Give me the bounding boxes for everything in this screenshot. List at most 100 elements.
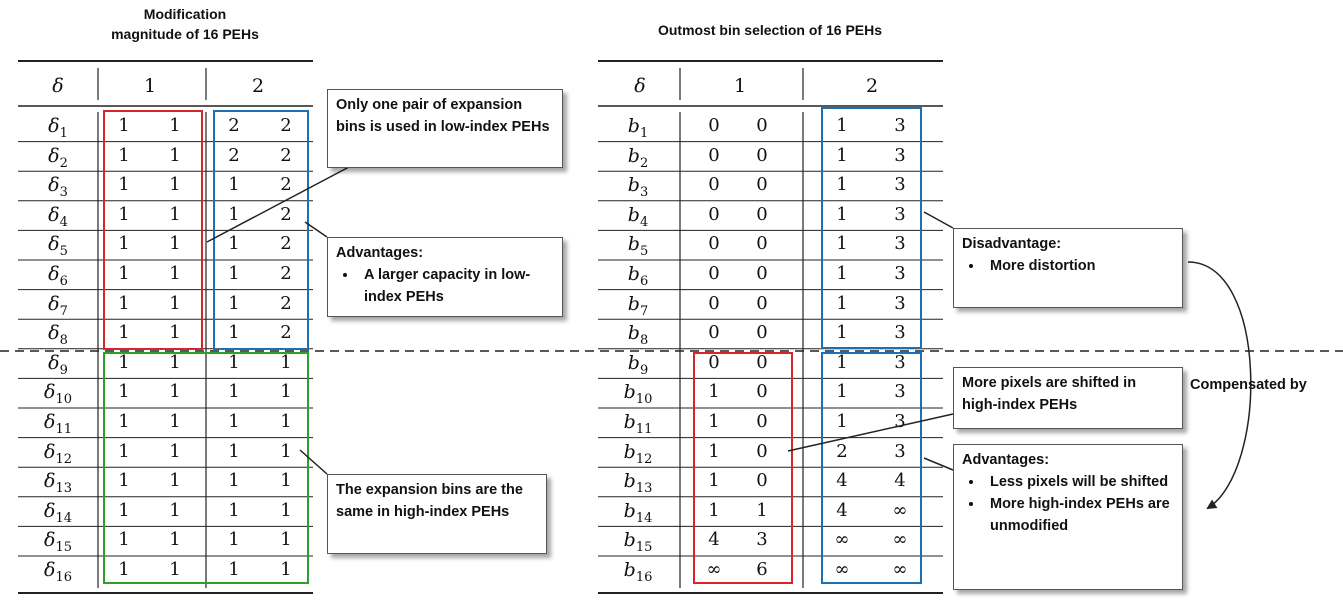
table-cell: 1 xyxy=(118,440,130,462)
table-cell: 1 xyxy=(280,440,292,462)
table-cell: 2 xyxy=(280,144,292,166)
left-table-title: Modification magnitude of 16 PEHs xyxy=(90,4,280,44)
table-cell: 1 xyxy=(836,381,848,403)
row-subscript: 15 xyxy=(635,540,653,556)
table-cell: 1 xyxy=(118,144,130,166)
table-cell: 0 xyxy=(756,263,768,284)
table-cell: 3 xyxy=(894,144,906,166)
table-cell: 1 xyxy=(118,174,130,196)
table-cell: 1 xyxy=(280,351,292,373)
compensated-label: Compensated by xyxy=(1190,377,1307,393)
row-symbol: b xyxy=(623,529,636,552)
table-cell: 4 xyxy=(708,529,720,551)
table-cell: 2 xyxy=(836,440,848,462)
table-cell: 1 xyxy=(118,381,130,403)
table-cell: 1 xyxy=(118,292,130,314)
table-cell: 1 xyxy=(836,174,848,196)
row-symbol: b xyxy=(627,233,640,256)
row-symbol: δ xyxy=(48,322,60,345)
table-cell: 1 xyxy=(169,115,181,136)
table-cell: 3 xyxy=(756,529,768,551)
table-cell: 2 xyxy=(280,174,292,196)
row-label: b8 xyxy=(613,321,663,353)
left-head-group-2: 2 xyxy=(251,75,265,97)
right-blue-box-top xyxy=(821,107,922,349)
row-symbol: b xyxy=(623,499,636,522)
row-subscript: 5 xyxy=(59,244,68,260)
table-cell: 0 xyxy=(756,115,768,136)
callout-disadvantage: Disadvantage: More distortion xyxy=(953,228,1183,308)
table-cell: 1 xyxy=(836,144,848,166)
adv-left-item: A larger capacity in low-index PEHs xyxy=(358,264,554,308)
row-label: b11 xyxy=(613,410,663,442)
table-cell: 1 xyxy=(228,470,240,492)
table-cell: 3 xyxy=(894,322,906,344)
right-head-group-1: 1 xyxy=(733,75,747,97)
row-label: δ7 xyxy=(33,292,83,324)
table-cell: 1 xyxy=(169,292,181,314)
row-symbol: b xyxy=(623,411,636,433)
row-subscript: 9 xyxy=(639,362,649,378)
row-label: δ6 xyxy=(33,262,83,294)
row-label: b2 xyxy=(613,144,663,176)
row-subscript: 3 xyxy=(59,184,68,200)
row-subscript: 2 xyxy=(639,155,649,171)
table-cell: 1 xyxy=(169,233,181,255)
table-cell: 1 xyxy=(228,233,240,255)
table-cell: 3 xyxy=(894,115,906,136)
callout-same-bins-text: The expansion bins are the same in high-… xyxy=(336,482,523,520)
table-cell: 4 xyxy=(836,499,848,521)
table-cell: 1 xyxy=(169,499,181,521)
row-label: b16 xyxy=(613,558,663,590)
row-symbol: b xyxy=(627,263,640,285)
table-cell: 1 xyxy=(280,411,292,432)
row-symbol: δ xyxy=(48,174,60,197)
callout-advantages-left: Advantages: A larger capacity in low-ind… xyxy=(327,237,563,317)
row-label: b6 xyxy=(613,262,663,294)
left-green-box xyxy=(103,352,309,584)
row-symbol: δ xyxy=(48,351,60,374)
table-cell: 1 xyxy=(228,292,240,314)
table-cell: 0 xyxy=(708,322,720,344)
row-subscript: 13 xyxy=(635,480,653,496)
table-cell: 0 xyxy=(756,381,768,403)
table-cell: 3 xyxy=(894,292,906,314)
row-symbol: δ xyxy=(44,529,56,552)
table-cell: 0 xyxy=(708,115,720,136)
table-cell: 0 xyxy=(708,174,720,196)
callout-more-pixels: More pixels are shifted in high-index PE… xyxy=(953,367,1183,429)
row-subscript: 6 xyxy=(639,273,649,289)
table-cell: 1 xyxy=(118,322,130,344)
table-cell: 1 xyxy=(836,351,848,373)
table-cell: 1 xyxy=(118,411,130,432)
row-label: b10 xyxy=(613,380,663,412)
row-label: δ13 xyxy=(33,469,83,501)
row-label: δ11 xyxy=(33,410,83,442)
table-cell: 1 xyxy=(836,292,848,314)
row-subscript: 8 xyxy=(639,332,649,348)
table-cell: ∞ xyxy=(892,499,908,521)
table-cell: 0 xyxy=(756,203,768,225)
table-cell: 0 xyxy=(756,292,768,314)
table-cell: 3 xyxy=(894,263,906,284)
row-subscript: 12 xyxy=(55,451,72,467)
table-cell: 1 xyxy=(118,499,130,521)
left-head-group-1: 1 xyxy=(143,75,157,97)
row-label: δ14 xyxy=(33,499,83,531)
table-cell: 0 xyxy=(756,351,768,373)
row-label: b3 xyxy=(613,173,663,205)
row-subscript: 2 xyxy=(59,155,68,171)
row-subscript: 14 xyxy=(635,510,653,526)
table-cell: 0 xyxy=(708,263,720,284)
table-cell: 1 xyxy=(280,529,292,551)
table-cell: 3 xyxy=(894,411,906,432)
table-cell: 1 xyxy=(228,322,240,344)
left-blue-box xyxy=(213,110,309,350)
adv-right-item-2: More high-index PEHs are unmodified xyxy=(984,493,1174,537)
table-cell: 1 xyxy=(228,559,240,580)
row-symbol: δ xyxy=(48,144,60,167)
table-cell: 1 xyxy=(169,174,181,196)
table-cell: 2 xyxy=(280,233,292,255)
table-cell: 1 xyxy=(836,322,848,344)
